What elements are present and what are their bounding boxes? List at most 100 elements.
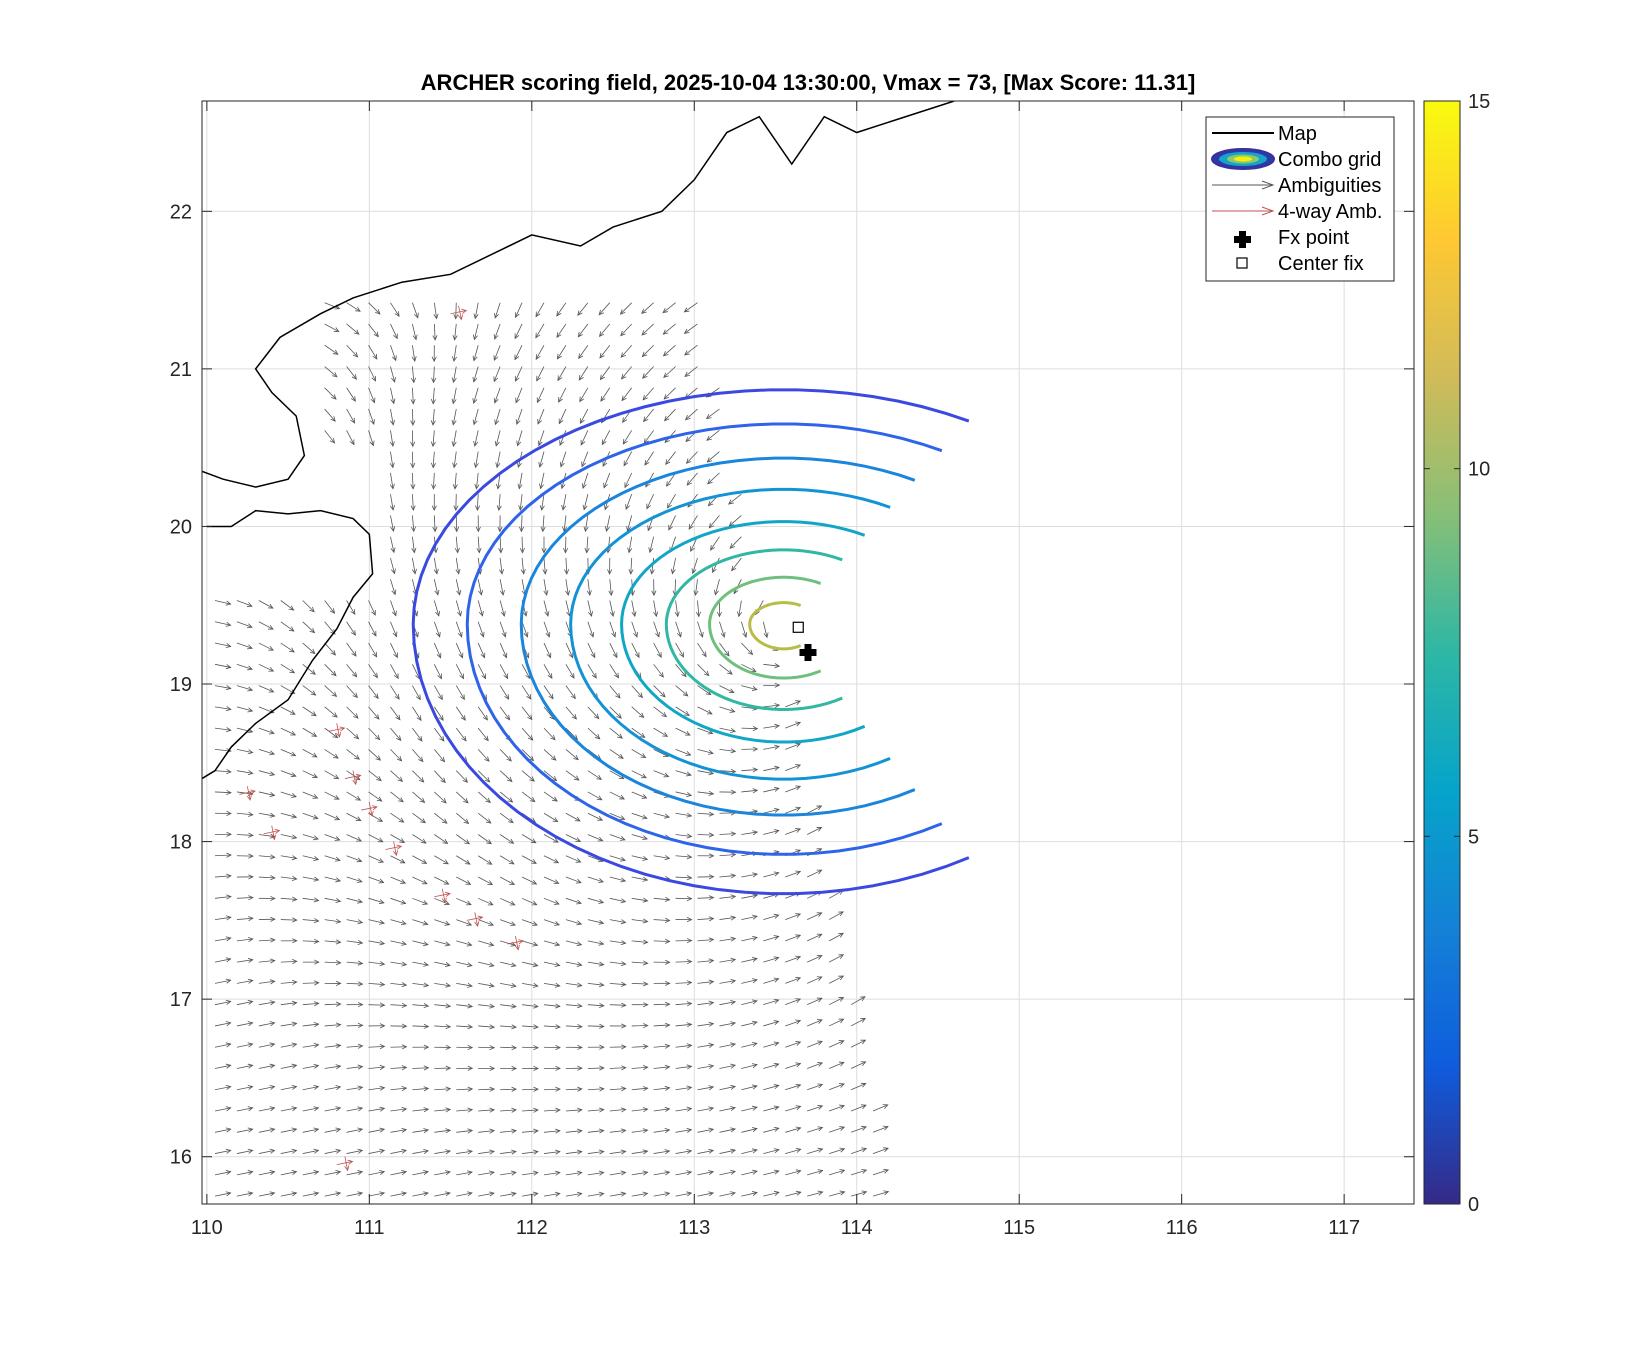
four-way-arrow-head: [393, 850, 398, 857]
ambiguity-arrow-head: [466, 962, 473, 968]
ambiguity-arrow: [719, 833, 736, 835]
ambiguity-arrow-head: [686, 917, 693, 923]
ambiguity-arrow: [631, 1150, 648, 1154]
ambiguity-arrow: [606, 515, 611, 532]
ambiguity-arrow-head: [248, 916, 254, 922]
ambiguity-arrow: [785, 764, 801, 772]
ambiguity-arrow-head: [311, 731, 318, 737]
ambiguity-arrow: [807, 827, 822, 835]
ambiguity-arrow: [543, 919, 560, 926]
ambiguity-arrow: [478, 1171, 495, 1176]
ambiguity-arrow: [558, 387, 567, 403]
ambiguity-arrow: [741, 621, 747, 638]
ambiguity-arrow: [675, 1002, 692, 1006]
ambiguity-arrow: [236, 1150, 253, 1154]
ambiguity-arrow: [433, 579, 439, 595]
ambiguity-arrow-head: [430, 462, 436, 469]
ambiguity-arrow-head: [598, 1107, 605, 1113]
ambiguity-arrow-head: [335, 1191, 342, 1197]
ambiguity-arrow-head: [484, 777, 491, 783]
ambiguity-arrow-head: [838, 911, 844, 917]
ambiguity-arrow: [412, 876, 428, 885]
ambiguity-arrow-head: [401, 1106, 408, 1112]
ambiguity-arrow-head: [463, 798, 469, 804]
ambiguity-arrow: [456, 897, 472, 906]
ambiguity-arrow: [214, 1107, 231, 1112]
ambiguity-arrow-head: [493, 376, 499, 383]
ambiguity-arrow-head: [752, 893, 758, 899]
ambiguity-arrow-head: [435, 631, 441, 638]
ambiguity-arrow: [412, 749, 424, 762]
ambiguity-arrow: [807, 1062, 823, 1069]
ambiguity-arrow: [236, 834, 253, 836]
ambiguity-arrow-head: [497, 526, 503, 533]
ambiguity-arrow-head: [684, 371, 690, 378]
ambiguity-arrow: [521, 579, 526, 596]
ambiguity-arrow: [587, 1193, 604, 1197]
ambiguity-arrow: [500, 1172, 516, 1176]
ambiguity-arrow-head: [533, 1107, 539, 1113]
ambiguity-arrow: [475, 451, 479, 468]
ambiguity-arrow-head: [333, 327, 340, 332]
ambiguity-arrow-head: [225, 1170, 232, 1176]
ambiguity-arrow: [609, 791, 625, 800]
ambiguity-arrow-head: [489, 1024, 496, 1030]
ambiguity-arrow: [368, 749, 381, 761]
ambiguity-arrow-head: [727, 669, 733, 675]
ambiguity-arrow: [850, 1148, 867, 1154]
ambiguity-arrow-head: [226, 831, 232, 837]
ambiguity-arrow-head: [225, 978, 232, 984]
ambiguity-arrow: [324, 940, 341, 943]
ambiguity-arrow: [478, 1109, 495, 1112]
ambiguity-arrow: [565, 1025, 582, 1028]
ambiguity-arrow-head: [730, 1021, 737, 1027]
ambiguity-arrow-head: [472, 376, 478, 383]
ambiguity-arrow: [214, 791, 231, 794]
ambiguity-arrow-head: [412, 334, 418, 341]
ambiguity-arrow: [214, 663, 231, 668]
ambiguity-arrow: [500, 961, 516, 967]
ambiguity-arrow: [543, 1130, 560, 1133]
ambiguity-arrow: [587, 897, 604, 903]
x-tick-label: 115: [1003, 1217, 1035, 1239]
ambiguity-arrow: [675, 982, 692, 984]
ambiguity-arrow-head: [621, 1044, 627, 1050]
ambiguity-arrow: [666, 472, 676, 487]
ambiguity-arrow: [214, 1064, 231, 1069]
four-way-arrow-head: [344, 1165, 350, 1172]
ambiguity-arrow-head: [269, 1084, 276, 1090]
ambiguity-arrow: [412, 897, 428, 905]
ambiguity-arrow-head: [269, 1021, 276, 1027]
ambiguity-arrow: [412, 834, 427, 844]
ambiguity-arrow-head: [795, 1190, 802, 1196]
ambiguity-arrow-head: [633, 631, 638, 638]
ambiguity-arrow: [543, 1088, 560, 1091]
ambiguity-arrow-head: [555, 1149, 561, 1155]
ambiguity-arrow: [543, 685, 554, 700]
ambiguity-arrow-head: [290, 772, 297, 778]
ambiguity-arrow-head: [269, 1106, 276, 1112]
ambiguity-arrow-head: [247, 1106, 254, 1112]
ambiguity-arrow-head: [225, 1063, 232, 1069]
ambiguity-arrow: [807, 805, 822, 814]
ambiguity-arrow-head: [577, 1024, 583, 1030]
y-tick-label: 22: [170, 201, 192, 223]
ambiguity-arrow: [258, 621, 274, 630]
ambiguity-arrow-head: [488, 921, 495, 926]
ambiguity-arrow: [675, 812, 692, 817]
ambiguity-arrow-head: [291, 1170, 298, 1176]
ambiguity-arrow-head: [555, 1044, 561, 1051]
ambiguity-arrow: [368, 770, 382, 781]
ambiguity-arrow: [455, 706, 466, 721]
ambiguity-arrow-head: [431, 356, 437, 363]
ambiguity-arrow: [456, 919, 472, 926]
ambiguity-arrow-head: [641, 351, 648, 358]
ambiguity-arrow: [324, 344, 339, 355]
ambiguity-arrow-head: [555, 1086, 561, 1092]
ambiguity-arrow-head: [268, 645, 275, 651]
ambiguity-arrow-head: [335, 1148, 342, 1154]
ambiguity-arrow: [500, 1025, 517, 1028]
ambiguity-arrow: [476, 472, 479, 489]
ambiguity-arrow-head: [773, 1105, 780, 1111]
ambiguity-arrow: [346, 366, 357, 380]
